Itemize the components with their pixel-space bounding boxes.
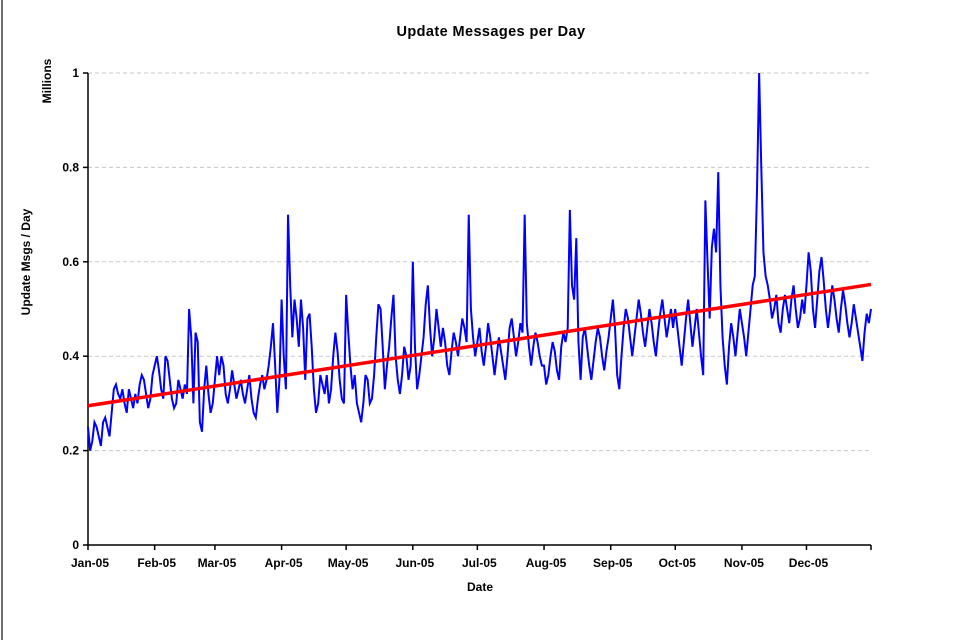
axis-lines (87, 73, 871, 546)
x-tick-label: Feb-05 (137, 556, 176, 570)
daily-messages-line (87, 72, 872, 451)
y-tick-label: 0.6 (62, 255, 79, 269)
y-tick-label: 0 (72, 538, 79, 552)
chart-title: Update Messages per Day (397, 24, 586, 40)
y-axis-unit-label: Millions (40, 58, 54, 103)
y-tick-label: 0.2 (62, 444, 79, 458)
y-tick-label: 1 (72, 66, 79, 80)
gridline-layer (88, 72, 871, 452)
x-tick-label: Aug-05 (526, 556, 567, 570)
x-tick-label: May-05 (328, 556, 369, 570)
axis-layer (83, 72, 872, 550)
window-left-border (1, 0, 3, 640)
trend-line (87, 282, 872, 408)
x-tick-label: Jan-05 (71, 556, 109, 570)
y-tick-label: 0.8 (62, 160, 79, 174)
y-axis-title: Update Msgs / Day (19, 208, 33, 315)
x-tick-label: Dec-05 (789, 556, 829, 570)
x-tick-label: Sep-05 (593, 556, 633, 570)
y-tick-label: 0.4 (62, 349, 79, 363)
x-tick-label: Oct-05 (659, 556, 697, 570)
x-tick-label: Jul-05 (462, 556, 497, 570)
x-tick-label: Jun-05 (395, 556, 434, 570)
x-tick-label: Mar-05 (198, 556, 237, 570)
series-layer (87, 72, 872, 451)
x-tick-label: Apr-05 (265, 556, 303, 570)
x-axis-title: Date (467, 580, 493, 594)
tick-label-layer: 0 0.2 0.4 0.6 0.8 1 Jan-05 Feb-05 Mar-05 Apr-05 Ma… (62, 66, 828, 570)
x-tick-label: Nov-05 (724, 556, 764, 570)
